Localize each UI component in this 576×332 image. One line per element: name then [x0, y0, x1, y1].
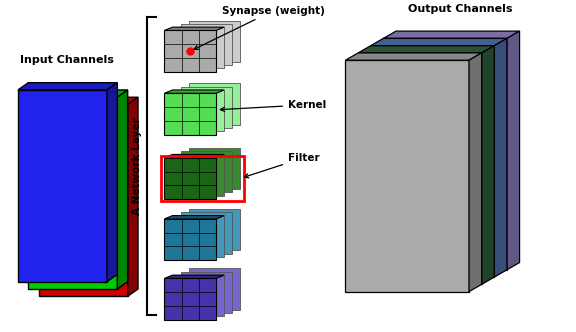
Polygon shape — [188, 269, 240, 310]
Text: Kernel: Kernel — [221, 100, 326, 112]
Text: Filter: Filter — [244, 153, 320, 178]
Polygon shape — [346, 53, 482, 60]
Polygon shape — [358, 46, 494, 53]
Bar — [165, 219, 216, 260]
Polygon shape — [384, 39, 507, 270]
Bar — [165, 93, 216, 134]
Polygon shape — [107, 83, 118, 282]
Polygon shape — [165, 90, 224, 93]
Text: A Network Layer: A Network Layer — [132, 117, 142, 215]
Polygon shape — [165, 27, 224, 31]
Polygon shape — [188, 21, 240, 62]
Polygon shape — [384, 31, 520, 39]
Polygon shape — [180, 24, 232, 65]
Polygon shape — [39, 97, 138, 105]
Polygon shape — [172, 275, 224, 316]
Polygon shape — [172, 90, 224, 131]
Polygon shape — [165, 215, 224, 219]
Bar — [165, 158, 216, 199]
Polygon shape — [28, 97, 118, 289]
Polygon shape — [172, 215, 224, 257]
Polygon shape — [172, 154, 224, 196]
Text: Input Channels: Input Channels — [20, 55, 114, 65]
Text: Synapse (weight): Synapse (weight) — [194, 6, 325, 49]
Polygon shape — [180, 212, 232, 254]
Polygon shape — [358, 53, 482, 285]
Polygon shape — [128, 97, 138, 296]
Polygon shape — [180, 151, 232, 193]
Polygon shape — [371, 39, 507, 46]
Polygon shape — [39, 105, 128, 296]
Polygon shape — [482, 46, 494, 285]
Polygon shape — [469, 53, 482, 291]
Polygon shape — [118, 90, 128, 289]
Polygon shape — [165, 275, 224, 279]
Polygon shape — [188, 83, 240, 125]
Polygon shape — [28, 90, 128, 97]
Polygon shape — [18, 83, 118, 90]
Polygon shape — [180, 272, 232, 313]
Polygon shape — [346, 60, 469, 291]
Polygon shape — [188, 209, 240, 250]
Bar — [165, 279, 216, 320]
Bar — [161, 156, 244, 201]
Polygon shape — [371, 46, 494, 277]
Polygon shape — [494, 39, 507, 277]
Polygon shape — [507, 31, 520, 270]
Polygon shape — [18, 90, 107, 282]
Polygon shape — [188, 148, 240, 189]
Polygon shape — [172, 27, 224, 68]
Polygon shape — [180, 87, 232, 128]
Text: Output Channels: Output Channels — [408, 4, 513, 14]
Bar — [165, 31, 216, 72]
Polygon shape — [165, 154, 224, 158]
